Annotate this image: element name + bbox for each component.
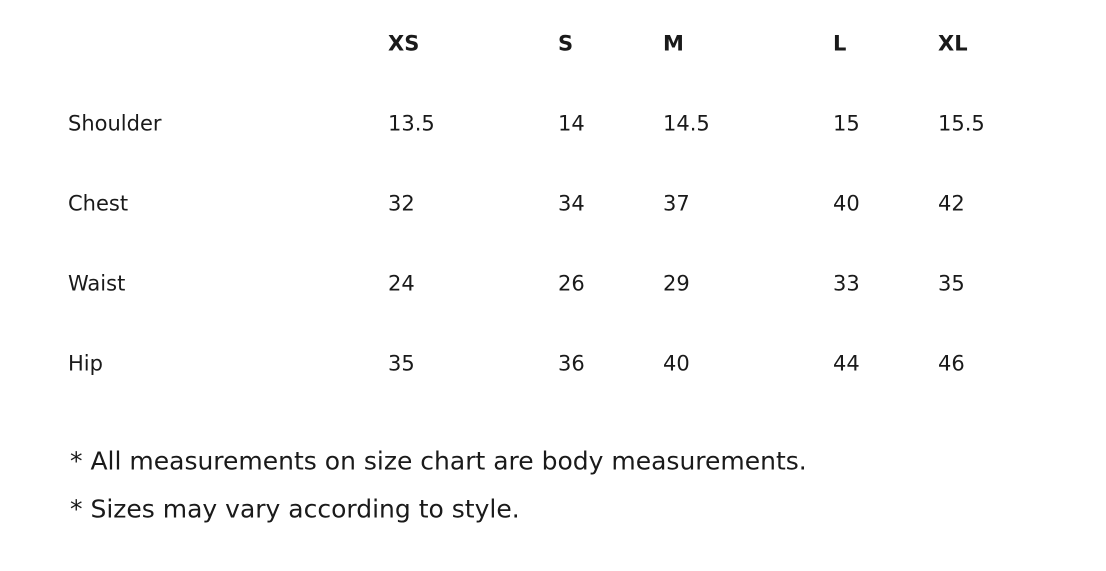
measurement: 29 <box>663 271 690 296</box>
size-header: M <box>663 31 684 56</box>
measurement: 15.5 <box>938 111 985 136</box>
measurement: 15 <box>833 111 860 136</box>
measurement: 40 <box>833 191 860 216</box>
measurement: 35 <box>388 351 415 376</box>
measurement: 36 <box>558 351 585 376</box>
measurement: 13.5 <box>388 111 435 136</box>
measurement: 26 <box>558 271 585 296</box>
measurement: 32 <box>388 191 415 216</box>
footnote: * Sizes may vary according to style. <box>70 494 520 524</box>
measurement: 35 <box>938 271 965 296</box>
measurement: 46 <box>938 351 965 376</box>
size-header: XL <box>938 31 968 56</box>
measurement: 24 <box>388 271 415 296</box>
measurement: 42 <box>938 191 965 216</box>
row-label: Hip <box>68 351 103 376</box>
size-header: L <box>833 31 847 56</box>
row-label: Chest <box>68 191 129 216</box>
measurement: 33 <box>833 271 860 296</box>
row-label: Shoulder <box>68 111 162 136</box>
measurement: 14.5 <box>663 111 710 136</box>
footnote: * All measurements on size chart are bod… <box>70 446 807 476</box>
row-label: Waist <box>68 271 126 296</box>
measurement: 40 <box>663 351 690 376</box>
measurement: 37 <box>663 191 690 216</box>
measurement: 14 <box>558 111 585 136</box>
measurement: 44 <box>833 351 860 376</box>
measurement: 34 <box>558 191 585 216</box>
size-header: XS <box>388 31 420 56</box>
size-header: S <box>558 31 574 56</box>
